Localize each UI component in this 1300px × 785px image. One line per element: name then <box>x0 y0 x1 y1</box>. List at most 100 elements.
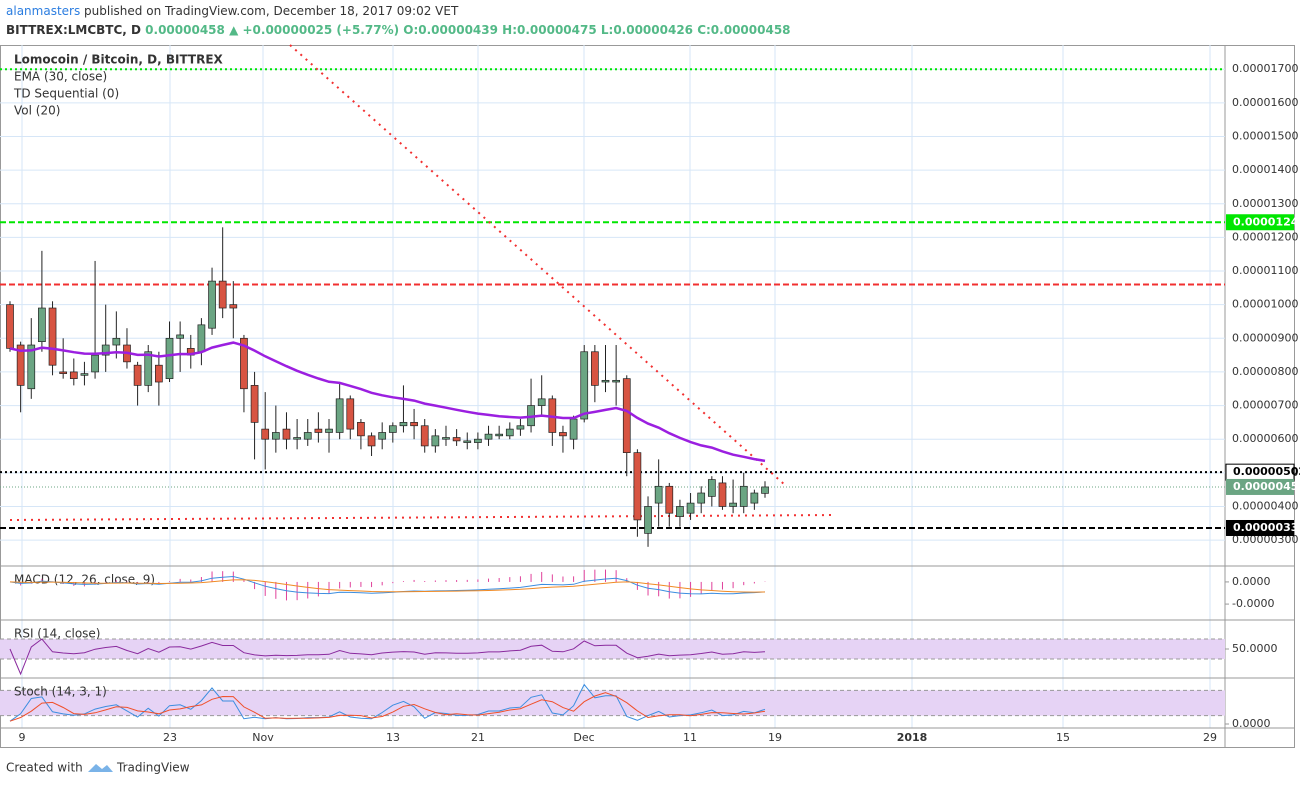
x-tick-label: 11 <box>683 731 697 744</box>
pane-tick-label: 0.0000 <box>1232 717 1271 730</box>
candle-body <box>48 307 57 366</box>
pane-band <box>0 639 1225 659</box>
ohlc: O:0.00000439 H:0.00000475 L:0.00000426 C… <box>403 23 790 37</box>
candle-body <box>250 385 259 423</box>
pane-tick-label: -0.0000 <box>1232 597 1274 610</box>
candle-body <box>69 371 78 380</box>
candle-body <box>229 304 238 309</box>
candle-body <box>38 307 46 343</box>
y-tick-label: 0.00001700 <box>1232 62 1298 75</box>
candle-body <box>676 506 684 517</box>
candle-body <box>378 432 387 440</box>
candle-body <box>463 440 472 443</box>
candle-body <box>569 418 578 440</box>
candle-body <box>357 422 365 437</box>
candle-body <box>729 502 737 507</box>
x-tick-label: 2018 <box>897 731 928 744</box>
rsi-line <box>9 638 766 676</box>
candle-body <box>27 344 36 390</box>
candle-body <box>176 334 184 339</box>
y-tick-label: 0.00001200 <box>1232 230 1298 243</box>
candle-body <box>750 492 759 504</box>
candle-body <box>218 280 227 309</box>
header-line: alanmasters published on TradingView.com… <box>6 4 459 18</box>
candle-body <box>16 344 25 386</box>
published: published on TradingView.com, December 1… <box>84 4 459 18</box>
x-tick-label: Nov <box>252 731 274 744</box>
legend-entry: TD Sequential (0) <box>13 87 119 101</box>
candle-body <box>505 428 514 437</box>
candle-body <box>452 437 461 442</box>
x-tick-label: 15 <box>1056 731 1070 744</box>
candle-body <box>495 433 504 437</box>
candle-body <box>282 428 291 440</box>
candle-body <box>601 379 610 383</box>
stoch-d <box>9 692 766 722</box>
x-tick-label: 19 <box>768 731 782 744</box>
author[interactable]: alanmasters <box>6 4 80 18</box>
pane-title: RSI (14, close) <box>14 627 100 641</box>
x-tick-label: 9 <box>19 731 26 744</box>
support-line <box>9 514 836 521</box>
candle-body <box>112 337 121 346</box>
last: 0.00000458 <box>145 23 225 37</box>
ema-line <box>9 341 766 463</box>
candle-body <box>314 428 323 433</box>
created-with: Created with <box>6 761 83 775</box>
candle-body <box>431 435 440 447</box>
level-label-box <box>1226 519 1294 536</box>
candle-body <box>644 506 652 534</box>
candle-body <box>537 398 546 406</box>
legend-entry: EMA (30, close) <box>14 70 107 84</box>
candle-body <box>101 344 110 356</box>
candle-body <box>410 422 418 427</box>
tv-logo <box>88 764 113 772</box>
candle-body <box>271 432 280 440</box>
chart-frame <box>0 45 1295 748</box>
x-tick-label: Dec <box>573 731 594 744</box>
candle-body <box>654 485 663 504</box>
candle-body <box>59 371 68 374</box>
candle-body <box>591 351 599 386</box>
pane-tick-label: 0.0000 <box>1232 575 1271 588</box>
level-label-box <box>1226 478 1294 495</box>
y-tick-label: 0.00000300 <box>1232 533 1298 546</box>
y-tick-label: 0.00001600 <box>1232 96 1298 109</box>
candle-body <box>420 425 429 447</box>
y-tick-label: 0.00000600 <box>1232 432 1298 445</box>
candle-body <box>208 280 216 329</box>
pane-tick-label: 50.0000 <box>1232 642 1278 655</box>
candle-body <box>335 398 344 433</box>
candle-body <box>133 364 142 386</box>
candle-body <box>474 438 482 443</box>
candle-body <box>155 364 163 383</box>
level-label: 0.00001245 <box>1233 215 1300 228</box>
candle-body <box>718 482 727 507</box>
x-tick-label: 29 <box>1203 731 1217 744</box>
level-label: 0.00000502 <box>1233 465 1300 478</box>
candle-body <box>165 337 174 380</box>
signal-line <box>9 579 766 593</box>
pane-band <box>0 690 1225 716</box>
candle-body <box>325 428 333 433</box>
candle-body <box>80 373 89 376</box>
level-label: 0.00000336 <box>1233 521 1300 534</box>
y-tick-label: 0.00000900 <box>1232 331 1298 344</box>
x-tick-label: 23 <box>163 731 177 744</box>
x-tick-label: 13 <box>386 731 400 744</box>
level-label-box <box>1226 214 1294 231</box>
candle-body <box>399 422 408 427</box>
candle-body <box>484 433 493 440</box>
candle-body <box>580 351 589 420</box>
candle-body <box>367 435 376 447</box>
level-label: 0.00000458 <box>1233 480 1300 493</box>
candle-body <box>240 337 248 390</box>
brand[interactable]: TradingView <box>116 761 190 775</box>
macd-line <box>9 575 766 595</box>
candle-body <box>293 437 301 440</box>
candle-body <box>697 492 706 504</box>
candle-body <box>6 304 14 349</box>
y-tick-label: 0.00001100 <box>1232 264 1298 277</box>
